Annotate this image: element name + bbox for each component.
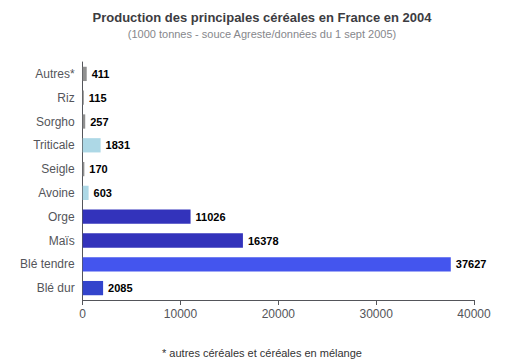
svg-text:0: 0 [79, 307, 86, 321]
svg-text:16378: 16378 [248, 235, 279, 247]
svg-text:30000: 30000 [359, 307, 393, 321]
svg-text:Sorgho: Sorgho [36, 115, 75, 129]
svg-text:Seigle: Seigle [41, 162, 75, 176]
svg-text:115: 115 [89, 92, 107, 104]
svg-text:20000: 20000 [262, 307, 296, 321]
svg-text:603: 603 [94, 187, 112, 199]
svg-text:Blé tendre: Blé tendre [20, 257, 75, 271]
svg-text:Orge: Orge [48, 210, 75, 224]
svg-text:Blé dur: Blé dur [37, 281, 75, 295]
svg-text:Riz: Riz [57, 91, 74, 105]
svg-text:10000: 10000 [164, 307, 198, 321]
svg-text:37627: 37627 [456, 258, 487, 270]
svg-text:* autres céréales et céréales: * autres céréales et céréales en mélange [162, 347, 362, 359]
svg-text:170: 170 [89, 163, 107, 175]
svg-text:2085: 2085 [108, 282, 132, 294]
svg-text:40000: 40000 [457, 307, 491, 321]
svg-text:Triticale: Triticale [33, 138, 75, 152]
svg-text:411: 411 [92, 68, 110, 80]
svg-text:Maïs: Maïs [49, 234, 75, 248]
svg-text:1831: 1831 [106, 139, 130, 151]
svg-text:Autres*: Autres* [35, 67, 75, 81]
svg-text:(1000 tonnes - souce Agreste/d: (1000 tonnes - souce Agreste/données du … [128, 28, 396, 40]
svg-text:257: 257 [90, 116, 108, 128]
svg-text:Production des principales cér: Production des principales céréales en F… [93, 10, 433, 25]
svg-text:11026: 11026 [196, 211, 226, 223]
svg-text:Avoine: Avoine [38, 186, 75, 200]
